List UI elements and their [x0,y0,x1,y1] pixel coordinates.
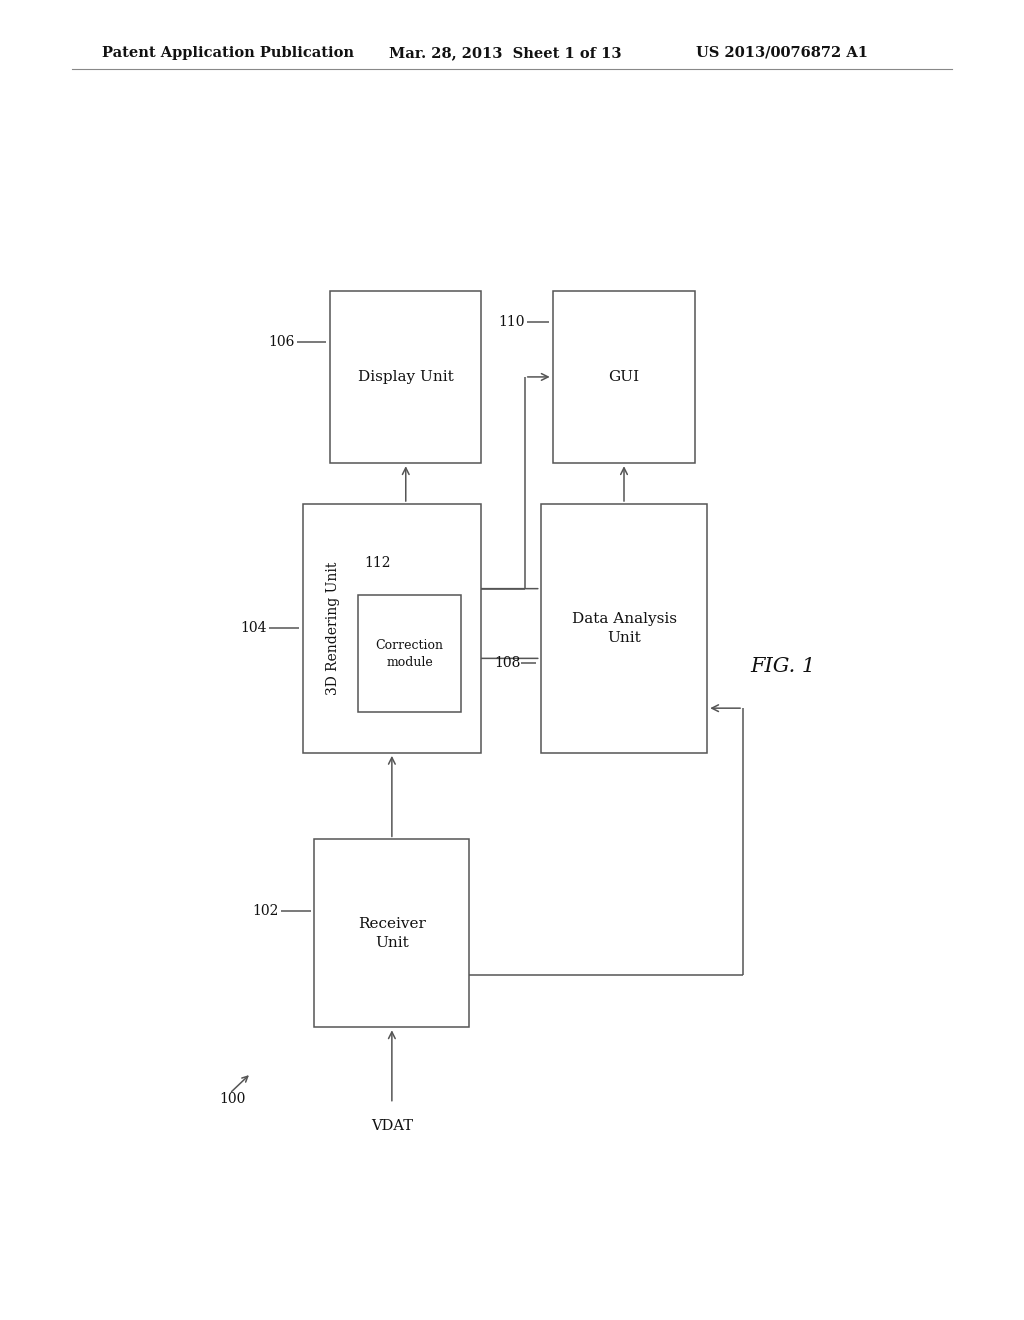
Text: 106: 106 [268,335,295,350]
Text: Receiver
Unit: Receiver Unit [358,917,426,949]
Bar [553,290,695,463]
Bar [331,290,481,463]
Text: 104: 104 [241,622,267,635]
Bar [314,840,469,1027]
Text: 112: 112 [365,556,391,570]
Text: FIG. 1: FIG. 1 [751,657,815,676]
Text: US 2013/0076872 A1: US 2013/0076872 A1 [696,46,868,59]
Text: GUI: GUI [608,370,640,384]
Bar [303,504,481,752]
Text: Correction
module: Correction module [376,639,443,669]
Text: Display Unit: Display Unit [357,370,454,384]
Text: 100: 100 [219,1092,246,1106]
Text: 102: 102 [253,904,279,917]
Bar [358,595,461,713]
Text: VDAT: VDAT [371,1119,413,1133]
Text: Patent Application Publication: Patent Application Publication [102,46,354,59]
Text: Data Analysis
Unit: Data Analysis Unit [571,612,677,644]
Bar [541,504,708,752]
Text: 110: 110 [499,314,525,329]
Text: 108: 108 [495,656,521,671]
Text: 3D Rendering Unit: 3D Rendering Unit [326,562,340,696]
Text: Mar. 28, 2013  Sheet 1 of 13: Mar. 28, 2013 Sheet 1 of 13 [389,46,622,59]
